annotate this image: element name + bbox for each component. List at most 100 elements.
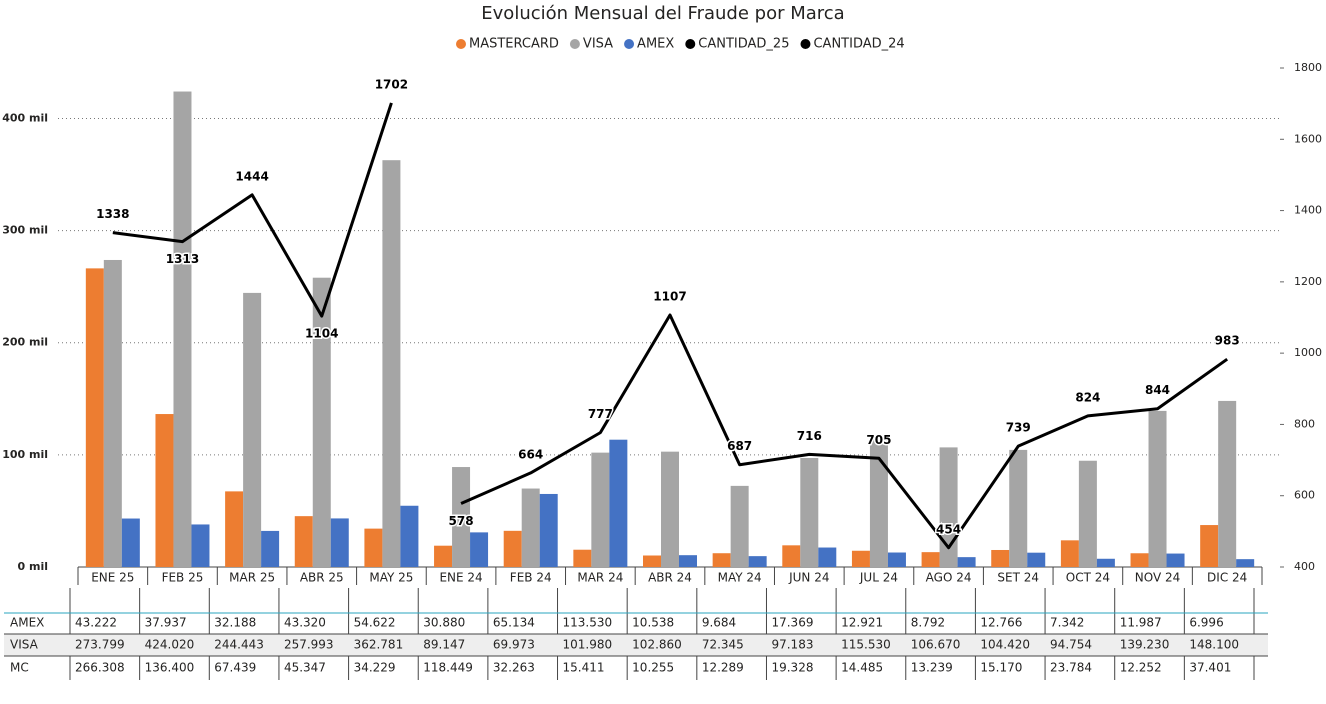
data-label: 1444 (235, 169, 268, 183)
table-cell: 89.147 (423, 638, 465, 652)
table-cell: 15.170 (980, 661, 1022, 675)
data-label: 739 (1006, 421, 1031, 435)
table-cell: 257.993 (284, 638, 334, 652)
table-cell: 69.973 (493, 638, 535, 652)
table-cell: 115.530 (841, 638, 891, 652)
table-cell: 17.369 (771, 616, 813, 630)
table-cell: 12.766 (980, 616, 1022, 630)
bar (991, 549, 1010, 567)
data-label: 1104 (305, 327, 338, 341)
data-label: 454 (936, 522, 961, 536)
table-cell: 45.347 (284, 661, 326, 675)
x-tick-label: OCT 24 (1066, 571, 1110, 585)
legend-label: MASTERCARD (469, 37, 559, 52)
bar (921, 552, 940, 567)
bar (1009, 449, 1028, 567)
chart-title: Evolución Mensual del Fraude por Marca (481, 3, 844, 24)
bar (539, 493, 558, 567)
bar (155, 414, 174, 567)
table-cell: 102.860 (632, 638, 682, 652)
table-cell: 37.937 (145, 616, 187, 630)
row-name: VISA (10, 638, 39, 652)
table-cell: 14.485 (841, 661, 883, 675)
data-label: 687 (727, 439, 752, 453)
table-cell: 23.784 (1050, 661, 1092, 675)
table-cell: 11.987 (1120, 616, 1162, 630)
y2-tick-label: 1400 (1294, 204, 1322, 217)
bar (294, 516, 313, 567)
x-tick-label: AGO 24 (926, 571, 972, 585)
bar (818, 547, 837, 567)
x-tick-label: ENE 24 (439, 571, 482, 585)
bar (939, 447, 958, 567)
bar (1060, 540, 1079, 567)
bar (261, 530, 280, 567)
bar (1148, 410, 1167, 567)
bar (1096, 558, 1115, 567)
bar (643, 555, 661, 567)
y-tick-label: 300 mil (2, 224, 48, 237)
table-cell: 113.530 (563, 616, 613, 630)
data-label: 1313 (166, 252, 199, 266)
row-band (4, 634, 1268, 656)
table-cell: 34.229 (354, 661, 396, 675)
data-label: 844 (1145, 383, 1170, 397)
table-cell: 67.439 (214, 661, 256, 675)
bar (748, 556, 767, 567)
table-cell: 10.255 (632, 661, 674, 675)
table-cell: 148.100 (1189, 638, 1239, 652)
data-label: 983 (1215, 334, 1240, 348)
y2-tick-label: 1200 (1294, 275, 1322, 288)
table-cell: 13.239 (911, 661, 953, 675)
table-cell: 6.996 (1189, 616, 1223, 630)
x-tick-label: ABR 25 (300, 571, 344, 585)
data-label: 716 (797, 429, 822, 443)
row-name: AMEX (10, 616, 44, 630)
table-cell: 30.880 (423, 616, 465, 630)
table-cell: 15.411 (563, 661, 605, 675)
bar (243, 292, 262, 567)
data-label: 664 (518, 447, 543, 461)
table-cell: 104.420 (980, 638, 1030, 652)
y2-tick-label: 1600 (1294, 132, 1322, 145)
bar (382, 160, 401, 567)
legend-label: CANTIDAD_25 (698, 37, 789, 52)
bar (712, 553, 731, 567)
table-cell: 8.792 (911, 616, 945, 630)
table-cell: 12.921 (841, 616, 883, 630)
table-cell: 97.183 (771, 638, 813, 652)
bar (364, 528, 383, 567)
data-label: 824 (1075, 390, 1100, 404)
table-cell: 54.622 (354, 616, 396, 630)
data-label: 578 (449, 514, 474, 528)
bar (312, 277, 331, 567)
table-cell: 32.263 (493, 661, 535, 675)
bar (957, 557, 976, 567)
bar (1218, 400, 1237, 567)
table-cell: 94.754 (1050, 638, 1092, 652)
table-cell: 273.799 (75, 638, 125, 652)
bar (1078, 460, 1097, 567)
y2-tick-label: 600 (1294, 489, 1315, 502)
y2-tick-label: 800 (1294, 417, 1315, 430)
bar (191, 524, 210, 567)
x-tick-label: MAR 25 (229, 571, 275, 585)
table-cell: 266.308 (75, 661, 125, 675)
bar (503, 530, 522, 567)
x-tick-label: JUL 24 (859, 571, 898, 585)
bar (1130, 553, 1149, 567)
table-cell: 19.328 (771, 661, 813, 675)
data-label: 1702 (375, 77, 408, 91)
bar (851, 550, 870, 567)
bar (730, 485, 749, 567)
table-cell: 101.980 (563, 638, 613, 652)
bar (121, 518, 140, 567)
y2-tick-label: 1000 (1294, 346, 1322, 359)
x-tick-label: MAY 24 (718, 571, 762, 585)
table-cell: 7.342 (1050, 616, 1084, 630)
table-cell: 72.345 (702, 638, 744, 652)
legend-label: VISA (583, 37, 613, 52)
x-tick-label: MAR 24 (577, 571, 623, 585)
line (460, 313, 1229, 550)
legend-label: CANTIDAD_24 (813, 37, 904, 52)
